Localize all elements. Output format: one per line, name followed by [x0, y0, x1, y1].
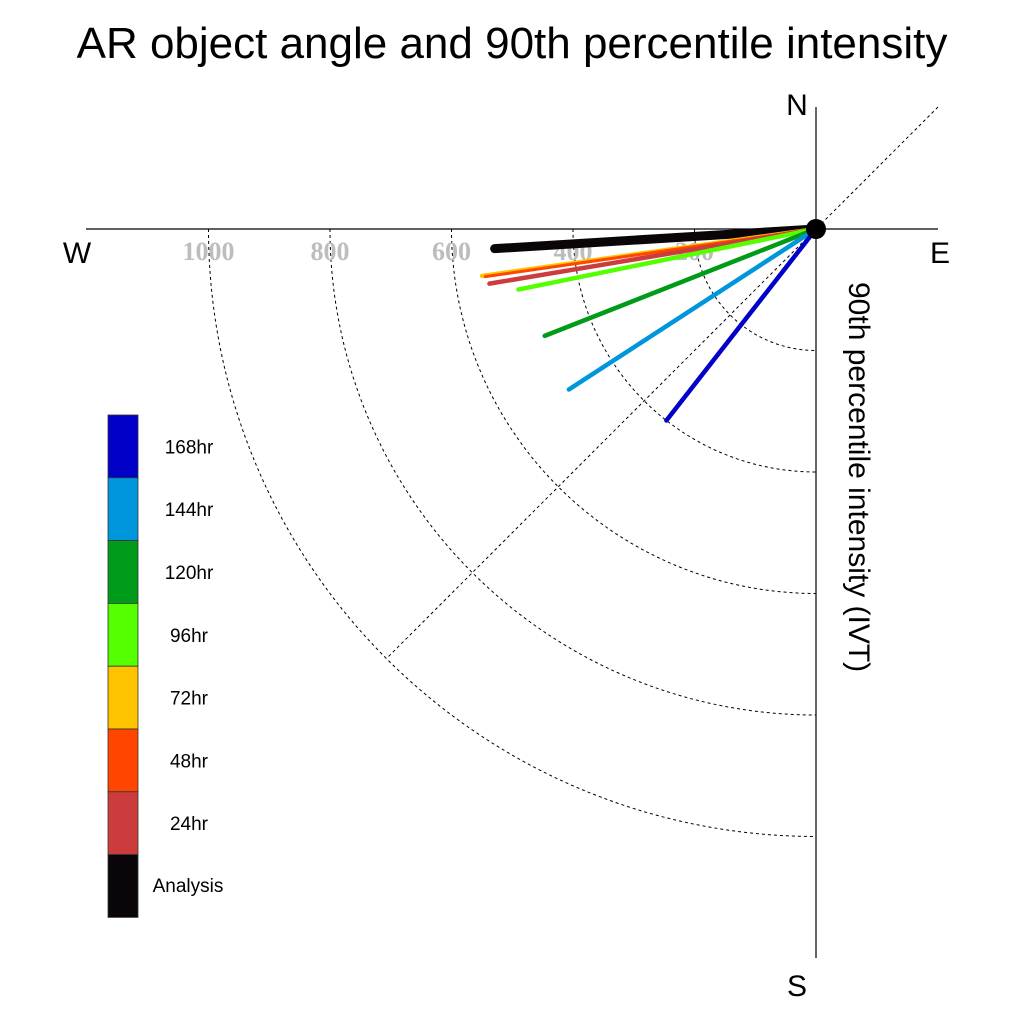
legend-swatch-24hr	[107, 791, 139, 855]
legend-label-72hr: 72hr	[170, 689, 209, 710]
legend-label-96hr: 96hr	[170, 626, 209, 647]
compass-west-label: W	[63, 237, 92, 270]
radial-tick-label-600: 600	[432, 237, 471, 266]
radial-tick-label-800: 800	[311, 237, 350, 266]
compass-north-label: N	[786, 89, 808, 122]
legend-swatch-72hr	[107, 665, 139, 730]
radial-axis-label: 90th percentile intensity (IVT)	[842, 282, 875, 672]
vector-144hr	[566, 226, 819, 392]
polar-grid	[208, 106, 939, 837]
legend-label-168hr: 168hr	[165, 437, 214, 458]
legend-label-analysis: Analysis	[153, 876, 224, 897]
grid-arc-800	[329, 228, 817, 716]
vector-168hr	[664, 226, 819, 423]
vector-120hr	[542, 226, 819, 339]
legend-swatch-144hr	[107, 477, 139, 541]
origin-marker	[806, 219, 826, 239]
grid-arc-600	[451, 228, 817, 594]
legend-swatch-120hr	[107, 540, 139, 604]
radial-tick-label-1000: 1000	[183, 237, 235, 266]
legend-label-120hr: 120hr	[165, 563, 214, 584]
grid-arc-1000	[208, 228, 817, 837]
legend-swatch-168hr	[107, 414, 139, 479]
grid-arc-400	[572, 228, 817, 473]
legend: 168hr 144hr 120hr 96hr 72hr 48hr 24hr Analysis	[107, 414, 224, 918]
legend-swatch-48hr	[107, 728, 139, 793]
compass-south-label: S	[787, 970, 807, 1003]
series-vectors	[479, 224, 821, 423]
legend-swatch-analysis	[107, 854, 139, 918]
legend-swatch-96hr	[107, 603, 139, 667]
chart-title: AR object angle and 90th percentile inte…	[77, 19, 948, 68]
legend-label-48hr: 48hr	[170, 751, 209, 772]
legend-label-24hr: 24hr	[170, 814, 209, 835]
legend-label-144hr: 144hr	[165, 500, 214, 521]
vector-analysis	[490, 224, 821, 254]
diagonal-gridline	[386, 106, 939, 659]
vector-96hr	[516, 226, 819, 292]
compass-east-label: E	[930, 237, 950, 270]
